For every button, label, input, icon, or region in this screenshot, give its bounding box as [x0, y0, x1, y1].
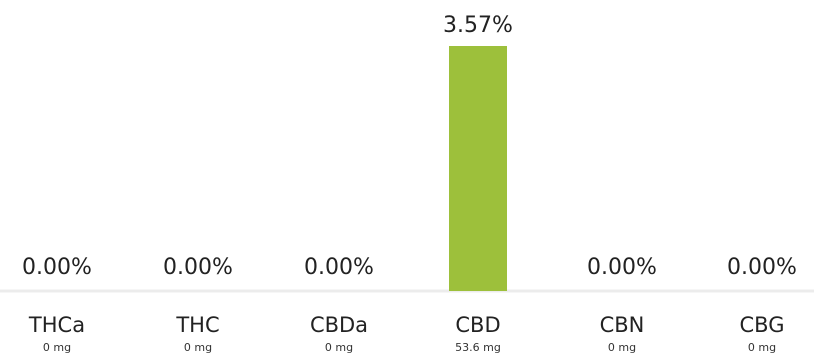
value-labels-group: 0.00% 0.00% 0.00% 3.57% 0.00% 0.00% — [22, 13, 797, 280]
value-label-thca: 0.00% — [22, 255, 92, 280]
category-label-cbd: CBD — [455, 313, 500, 337]
category-label-thc: THC — [175, 313, 219, 337]
amount-label-cbda: 0 mg — [325, 341, 353, 354]
amount-label-cbd: 53.6 mg — [455, 341, 501, 354]
amount-label-thc: 0 mg — [184, 341, 212, 354]
amount-label-cbn: 0 mg — [608, 341, 636, 354]
bar-cbd — [449, 46, 507, 291]
value-label-cbn: 0.00% — [587, 255, 657, 280]
value-label-cbd: 3.57% — [443, 13, 513, 38]
amount-label-thca: 0 mg — [43, 341, 71, 354]
bars-group — [449, 46, 507, 291]
amount-label-cbg: 0 mg — [748, 341, 776, 354]
value-label-cbda: 0.00% — [304, 255, 374, 280]
category-label-cbn: CBN — [600, 313, 645, 337]
category-label-cbg: CBG — [740, 313, 785, 337]
value-label-thc: 0.00% — [163, 255, 233, 280]
amount-labels-group: 0 mg 0 mg 0 mg 53.6 mg 0 mg 0 mg — [43, 341, 776, 354]
value-label-cbg: 0.00% — [727, 255, 797, 280]
category-label-cbda: CBDa — [310, 313, 368, 337]
category-label-thca: THCa — [28, 313, 85, 337]
category-labels-group: THCa THC CBDa CBD CBN CBG — [28, 313, 785, 337]
